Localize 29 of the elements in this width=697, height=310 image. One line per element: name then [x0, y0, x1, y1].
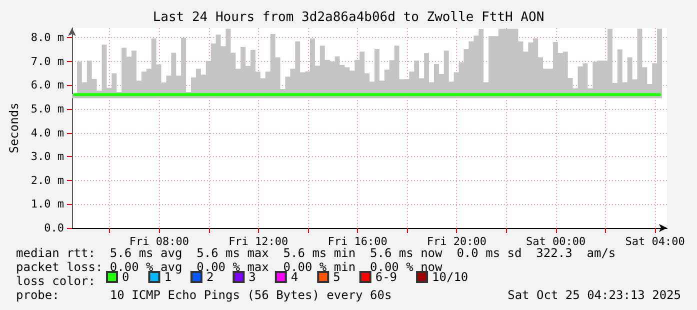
x-tick-label: Fri 12:00 — [228, 235, 288, 248]
y-axis-title: Seconds — [7, 102, 21, 154]
y-tick-label: 8.0 m — [30, 31, 64, 44]
legend-label: 6-9 — [375, 270, 398, 284]
y-tick-label: 5.0 m — [30, 102, 64, 116]
chart-title: Last 24 Hours from 3d2a86a4b06d to Zwolle FttH AON — [152, 10, 544, 25]
y-tick-label: 0.0 — [44, 222, 64, 234]
y-tick-label: 1.0 m — [30, 198, 64, 211]
y-tick-label: 3.0 m — [30, 150, 64, 164]
x-tick-label: Fri 16:00 — [328, 235, 388, 248]
text: Sat Oct 25 04:23:13 2025 — [508, 288, 681, 302]
legend-label: 3 — [248, 270, 256, 284]
legend-label: 2 — [206, 270, 214, 284]
text: median rtt: 5.6 ms avg 5.6 ms max 5.6 ms min 5.6 ms now 0.0 ms sd 322.3 am/s — [16, 246, 616, 260]
legend-label: 0 — [122, 270, 130, 284]
x-tick-label: Sat 04:00 — [625, 235, 685, 248]
text: probe: 10 ICMP Echo Pings (56 Bytes) every 60s — [16, 288, 392, 302]
legend-label: 5 — [333, 270, 340, 284]
x-tick-label: Sat 00:00 — [526, 235, 586, 248]
x-tick-label: Fri 08:00 — [129, 235, 189, 248]
legend-label: 1 — [164, 270, 172, 284]
y-tick-label: 6.0 m — [30, 78, 64, 92]
y-tick-label: 7.0 m — [30, 54, 64, 68]
x-tick-label: Fri 20:00 — [426, 235, 486, 248]
y-tick-label: 4.0 m — [30, 126, 64, 140]
legend-label: 4 — [290, 270, 298, 284]
text: loss color: — [16, 274, 96, 288]
legend-label: 10/10 — [432, 270, 468, 284]
y-tick-label: 2.0 m — [30, 174, 64, 187]
